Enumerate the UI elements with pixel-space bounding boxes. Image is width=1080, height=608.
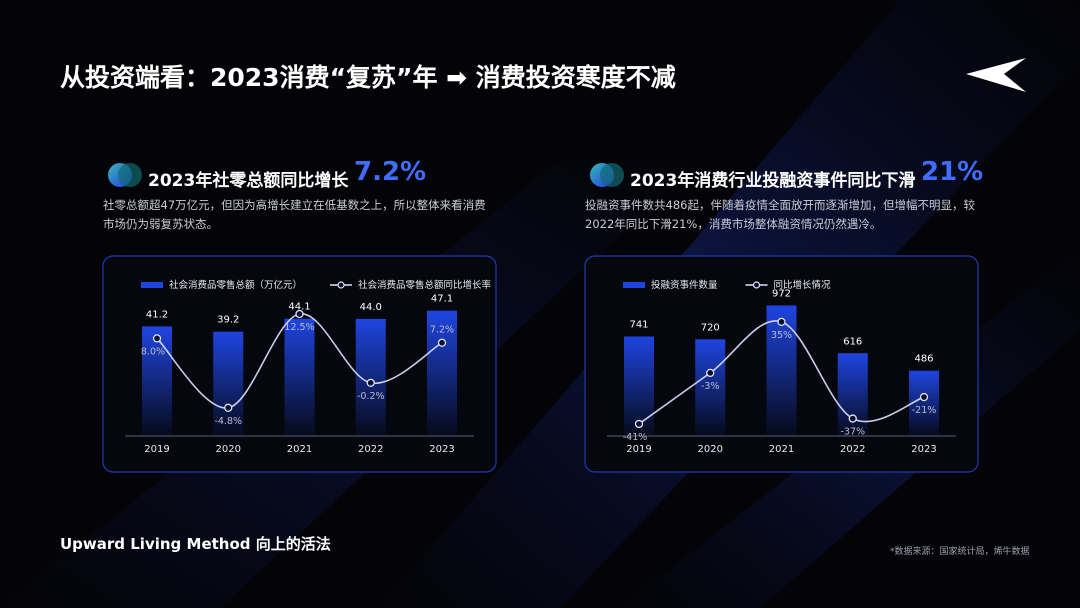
- bar-value-label: 41.2: [146, 309, 168, 320]
- chart-description: 投融资事件数共486起，伴随着疫情全面放开而逐渐增加，但增幅不明显，较2022年…: [585, 198, 975, 231]
- bar-value-label: 972: [772, 288, 791, 299]
- logo: [966, 58, 1026, 92]
- line-value-label: -3%: [701, 381, 720, 392]
- line-point: [295, 309, 304, 319]
- legend-label: 社会消费品零售总额（万亿元）: [169, 279, 302, 291]
- line-point: [777, 317, 786, 327]
- x-tick-label: 2020: [216, 444, 241, 455]
- line-point: [224, 403, 233, 412]
- legend-label: 社会消费品零售总额同比增长率: [358, 279, 492, 291]
- bar: [837, 353, 868, 436]
- legend-swatch: [141, 282, 163, 288]
- x-tick-label: 2023: [429, 444, 454, 455]
- legend-swatch: [623, 282, 645, 288]
- icon: [600, 163, 624, 187]
- line-value-label: -4.8%: [214, 416, 242, 427]
- line-value-label: -0.2%: [357, 391, 385, 402]
- chart-heading: 2023年社零总额同比增长: [148, 171, 349, 191]
- line-point: [437, 338, 447, 347]
- line-value-label: 8.0%: [141, 346, 165, 357]
- source: *数据来源：国家统计局，烯牛数据: [890, 547, 1030, 557]
- line-point: [848, 414, 857, 423]
- chart-heading: 2023年消费行业投融资事件同比下滑: [630, 171, 916, 191]
- x-tick-label: 2020: [698, 444, 723, 455]
- bar-value-label: 720: [701, 322, 720, 333]
- bar-value-label: 44.1: [288, 302, 310, 313]
- line-value-label: -21%: [912, 405, 937, 416]
- x-tick-label: 2019: [626, 444, 651, 455]
- line-point: [366, 378, 375, 388]
- legend-swatch: [337, 281, 345, 289]
- line-value-label: 35%: [771, 330, 792, 341]
- x-tick-label: 2019: [144, 444, 169, 455]
- chart-description: 社零总额超47万亿元，但因为高增长建立在低基数之上，所以整体来看消费市场仍为弱复…: [103, 198, 486, 231]
- line-point: [919, 392, 929, 402]
- chart-highlight: 21%: [921, 157, 984, 187]
- bar: [427, 310, 457, 436]
- bar: [213, 331, 244, 436]
- bar-value-label: 47.1: [431, 294, 453, 305]
- icon: [118, 163, 142, 187]
- legend-label: 投融资事件数量: [651, 279, 718, 291]
- bar-value-label: 616: [843, 336, 862, 347]
- line-value-label: 12.5%: [284, 322, 314, 333]
- chart-highlight: 7.2%: [354, 157, 427, 187]
- line-value-label: -37%: [840, 427, 865, 438]
- x-tick-label: 2021: [769, 444, 794, 455]
- bar-value-label: 741: [629, 319, 648, 330]
- bar: [624, 336, 654, 436]
- bar: [766, 305, 797, 436]
- bar: [142, 326, 172, 436]
- legend-swatch: [752, 281, 761, 289]
- bar: [909, 370, 939, 436]
- line-point: [152, 334, 162, 343]
- page-title: 从投资端看：2023消费“复苏”年 ➡ 消费投资寒度不减: [60, 63, 676, 92]
- line-point: [634, 419, 644, 429]
- bar: [284, 318, 315, 436]
- x-tick-label: 2023: [911, 444, 936, 455]
- x-tick-label: 2022: [358, 444, 383, 455]
- bar: [695, 339, 726, 436]
- footer: Upward Living Method 向上的活法: [60, 535, 331, 553]
- line-value-label: 7.2%: [430, 325, 454, 336]
- x-tick-label: 2021: [287, 444, 312, 455]
- bar-value-label: 486: [914, 354, 933, 365]
- legend-label: 同比增长情况: [774, 279, 832, 291]
- bar-value-label: 44.0: [360, 302, 382, 313]
- line-value-label: -41%: [623, 432, 648, 443]
- x-tick-label: 2022: [840, 444, 865, 455]
- bar-value-label: 39.2: [217, 315, 239, 326]
- line-point: [706, 368, 715, 378]
